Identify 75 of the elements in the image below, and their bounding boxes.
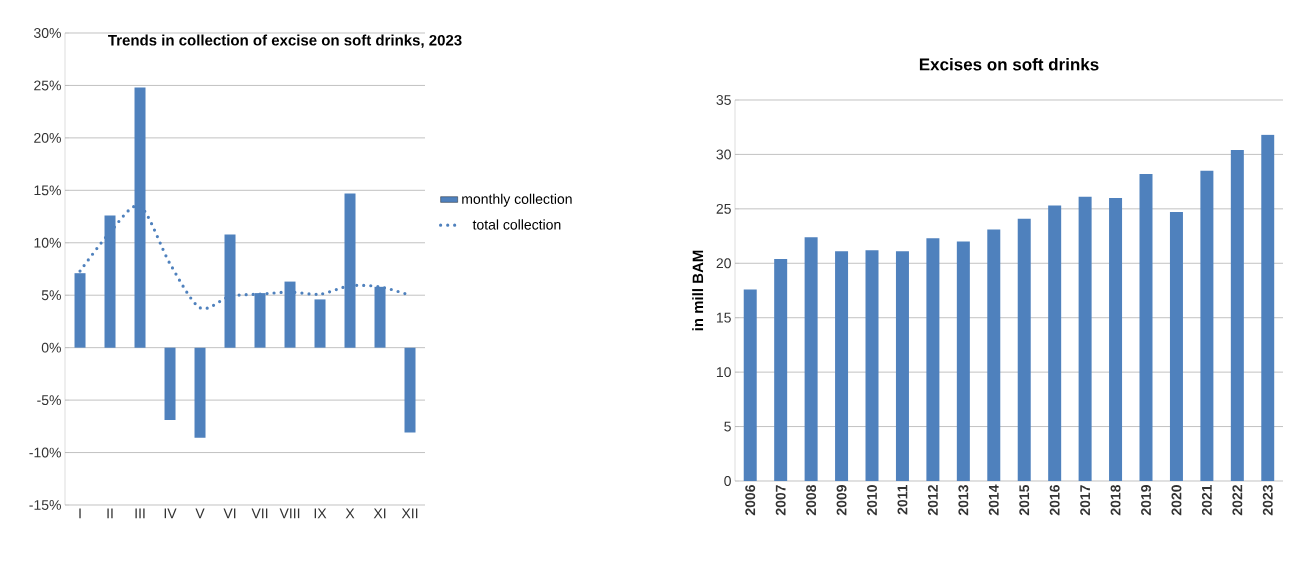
bar — [404, 347, 416, 433]
x-tick-label: IV — [164, 508, 177, 519]
bar — [1261, 134, 1275, 481]
y-tick-label: 0 — [724, 476, 731, 486]
bar — [194, 347, 206, 438]
bar — [1109, 197, 1123, 481]
x-tick-label: XI — [373, 508, 386, 519]
x-tick-label: V — [195, 508, 205, 519]
bar — [804, 237, 818, 481]
y-tick-label: 30 — [716, 149, 731, 160]
x-tick-label: 2009 — [836, 485, 847, 516]
x-tick-label: X — [345, 508, 355, 519]
legend-label: total collection — [472, 219, 561, 230]
x-tick-label: 2017 — [1080, 485, 1091, 516]
x-tick-label: 2015 — [1019, 484, 1030, 516]
bar — [1200, 170, 1214, 481]
bar — [774, 258, 788, 481]
y-tick-label: 35 — [716, 95, 731, 105]
bar — [865, 250, 879, 481]
y-tick-label: -5% — [37, 395, 61, 406]
x-tick-label: VII — [251, 508, 268, 519]
y-tick-label: 25 — [716, 203, 731, 214]
x-tick-label: 2013 — [958, 485, 969, 516]
y-tick-label: 25% — [34, 80, 61, 91]
bar — [314, 299, 326, 348]
x-tick-label: 2022 — [1232, 485, 1243, 516]
x-tick-label: 2020 — [1171, 485, 1182, 516]
bar — [895, 251, 909, 481]
x-tick-label: 2019 — [1141, 485, 1151, 516]
bar — [987, 229, 1001, 481]
bar — [1139, 174, 1153, 481]
bar — [164, 347, 176, 421]
legend-label: monthly collection — [462, 193, 572, 207]
bar — [743, 289, 757, 481]
y-tick-label: 5% — [41, 290, 61, 301]
y-tick-label: 10 — [716, 367, 731, 378]
x-tick-label: 2023 — [1262, 485, 1273, 516]
x-tick-label: 2018 — [1110, 484, 1121, 516]
bar — [835, 251, 849, 481]
x-tick-label: 2006 — [745, 485, 756, 516]
x-tick-label: VI — [223, 508, 236, 519]
bar — [1017, 218, 1031, 481]
y-tick-label: 5 — [724, 421, 731, 432]
x-tick-label: I — [79, 508, 81, 519]
x-tick-label: 2008 — [806, 484, 817, 516]
y-tick-label: 0% — [41, 342, 61, 353]
x-tick-label: IX — [314, 508, 327, 519]
y-tick-label: 10% — [34, 237, 61, 248]
bar — [1169, 212, 1183, 481]
bar — [1048, 205, 1062, 481]
x-tick-label: 2021 — [1201, 484, 1212, 516]
y-tick-label: 30% — [34, 28, 61, 38]
x-tick-label: 2014 — [988, 484, 999, 516]
x-tick-label: 2010 — [867, 485, 877, 516]
y-tick-label: -10% — [29, 447, 61, 458]
bar — [1230, 150, 1244, 481]
x-tick-label: VIII — [279, 508, 300, 519]
x-tick-label: 2011 — [897, 484, 908, 515]
x-tick-label: 2012 — [927, 485, 938, 516]
y-tick-label: 15% — [34, 185, 61, 196]
chart-title: Trends in collection of excise on soft drinks, 2023 — [108, 34, 462, 48]
x-tick-label: III — [135, 508, 145, 519]
bar — [956, 241, 970, 481]
x-tick-label: 2007 — [775, 485, 786, 516]
y-tick-label: 20% — [34, 132, 61, 143]
chart-title: Excises on soft drinks — [919, 57, 1099, 71]
bar — [1078, 196, 1092, 481]
y-tick-label: 20 — [716, 258, 731, 269]
x-tick-label: XII — [401, 508, 418, 519]
bar — [926, 238, 940, 481]
y-axis-title: in mill BAM — [692, 250, 704, 331]
y-tick-label: -15% — [29, 500, 61, 510]
x-tick-label: II — [107, 508, 113, 519]
y-tick-label: 15 — [716, 312, 731, 323]
x-tick-label: 2016 — [1049, 485, 1060, 516]
